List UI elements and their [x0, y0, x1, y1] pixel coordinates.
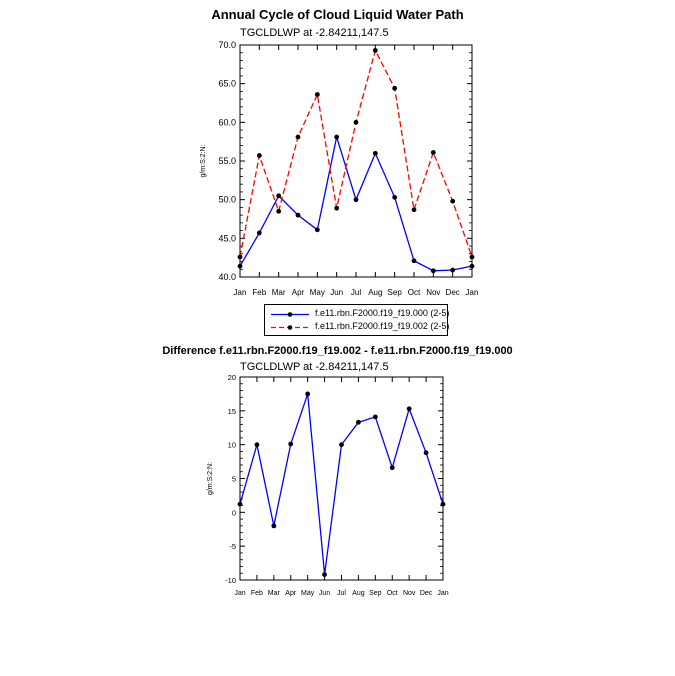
data-point — [288, 441, 294, 447]
x-tick-label: Nov — [403, 590, 416, 597]
y-tick-label: 70.0 — [218, 40, 236, 50]
data-point — [392, 194, 398, 200]
x-tick-label: Jan — [466, 288, 479, 297]
y-tick-label: 0 — [232, 508, 236, 517]
data-point — [372, 414, 378, 420]
data-point — [392, 85, 398, 91]
chart1-subtitle: TGCLDLWP at -2.84211,147.5 — [240, 27, 389, 39]
data-point — [450, 267, 456, 273]
y-tick-label: 55.0 — [218, 156, 236, 166]
x-tick-label: Apr — [285, 590, 297, 597]
x-tick-label: Sep — [369, 590, 382, 597]
data-point — [295, 134, 301, 140]
data-point — [430, 268, 436, 274]
data-point — [237, 501, 243, 507]
y-tick-label: 50.0 — [218, 195, 236, 205]
x-tick-label: Jul — [351, 288, 361, 297]
x-tick-label: Jan — [234, 288, 247, 297]
data-point — [450, 198, 456, 204]
data-point — [411, 258, 417, 264]
x-tick-label: Feb — [251, 590, 263, 597]
x-tick-label: Mar — [268, 590, 281, 597]
legend-item-series2: f.e11.rbn.F2000.f19_f19.002 (2-5) — [265, 321, 450, 334]
y-tick-label: 15 — [228, 407, 236, 416]
y-tick-label: 40.0 — [218, 272, 236, 282]
data-point — [372, 48, 378, 53]
data-point — [389, 465, 395, 471]
chart1-legend: f.e11.rbn.F2000.f19_f19.000 (2-5) f.e11.… — [264, 304, 450, 336]
data-point — [237, 254, 243, 260]
plot-frame — [239, 376, 444, 581]
data-point — [322, 572, 327, 577]
y-tick-label: 45.0 — [218, 233, 236, 243]
x-tick-label: Mar — [272, 288, 286, 297]
x-tick-label: Feb — [252, 288, 266, 297]
legend-label-series1: f.e11.rbn.F2000.f19_f19.000 (2-5) — [315, 308, 450, 318]
x-tick-label: Dec — [446, 288, 460, 297]
x-tick-label: Jan — [437, 590, 448, 597]
legend-label-series2: f.e11.rbn.F2000.f19_f19.002 (2-5) — [315, 321, 450, 331]
y-tick-label: 5 — [232, 475, 236, 484]
y-tick-label: -10 — [225, 576, 236, 585]
data-point — [237, 263, 243, 269]
data-point — [423, 450, 429, 456]
data-point — [406, 406, 412, 412]
data-point — [314, 227, 320, 233]
data-point — [356, 419, 361, 425]
x-tick-label: Jul — [337, 590, 346, 597]
y-tick-label: 10 — [228, 441, 236, 450]
x-tick-label: May — [310, 288, 325, 297]
x-tick-label: Jan — [234, 590, 245, 597]
x-tick-label: Dec — [420, 590, 433, 597]
legend-item-series1: f.e11.rbn.F2000.f19_f19.000 (2-5) — [265, 308, 450, 321]
data-point — [256, 153, 262, 158]
data-point — [372, 150, 378, 156]
x-tick-label: Aug — [352, 590, 365, 597]
data-point — [353, 197, 359, 203]
chart2-title: Difference f.e11.rbn.F2000.f19_f19.002 -… — [162, 345, 513, 357]
data-point — [339, 442, 344, 448]
y-axis-label: g/m:S:2:N: — [200, 144, 207, 177]
chart1-title: Annual Cycle of Cloud Liquid Water Path — [211, 7, 464, 22]
data-point — [430, 150, 436, 155]
y-axis-label: g/m:S:2:N: — [207, 462, 214, 495]
data-point — [295, 212, 301, 218]
x-tick-label: Jun — [330, 288, 343, 297]
data-point — [440, 501, 446, 507]
data-point — [334, 134, 340, 140]
data-point — [469, 254, 475, 260]
y-tick-label: 20 — [228, 373, 236, 382]
x-tick-label: Sep — [388, 288, 403, 297]
x-tick-label: May — [301, 590, 315, 597]
x-tick-label: Oct — [387, 590, 398, 597]
series-line-1 — [239, 393, 444, 575]
data-point — [256, 230, 262, 236]
data-point — [254, 442, 260, 448]
data-point — [469, 263, 475, 269]
data-point — [276, 208, 282, 214]
data-point — [314, 92, 320, 97]
y-tick-label: 60.0 — [218, 117, 236, 127]
chart2-subtitle: TGCLDLWP at -2.84211,147.5 — [240, 361, 389, 373]
data-point — [411, 207, 417, 213]
y-tick-label: -5 — [229, 542, 236, 551]
x-tick-label: Apr — [292, 288, 305, 297]
data-point — [271, 523, 277, 529]
y-tick-label: 65.0 — [218, 79, 236, 89]
data-point — [305, 391, 311, 397]
x-tick-label: Jun — [319, 590, 330, 597]
x-tick-label: Aug — [368, 288, 382, 297]
data-point — [276, 193, 282, 199]
data-point — [334, 205, 340, 211]
x-tick-label: Nov — [426, 288, 440, 297]
x-tick-label: Oct — [408, 288, 421, 297]
data-point — [353, 119, 359, 125]
